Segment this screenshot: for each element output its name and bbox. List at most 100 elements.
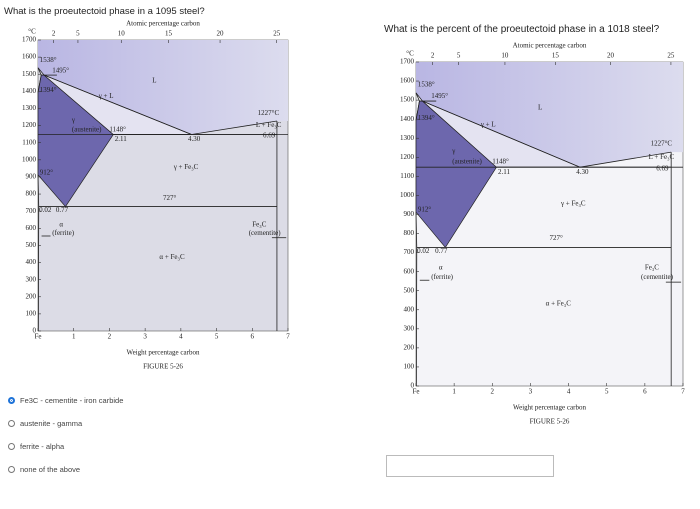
- y-tick-label: 800: [404, 229, 415, 237]
- phase-label: Fe₃C: [645, 263, 659, 271]
- x-tick-label: 3: [529, 388, 533, 396]
- y-tick-label: 1700: [22, 36, 37, 44]
- x-tick-label: 5: [215, 333, 219, 341]
- x-axis-title: Weight percentage carbon: [127, 349, 200, 357]
- radio[interactable]: [8, 443, 15, 450]
- phase-label: 1538°: [40, 56, 57, 64]
- phase-label: 4.30: [576, 168, 589, 176]
- y-tick-label: 600: [26, 224, 37, 232]
- top-tick-label: 20: [607, 52, 615, 60]
- liquidus: [415, 92, 672, 168]
- x-tick-label: 1: [452, 388, 456, 396]
- option-label: ferrite - alpha: [20, 442, 65, 451]
- phase-label: 912°: [418, 205, 432, 213]
- x-axis-title: Weight percentage carbon: [513, 404, 586, 412]
- phase-label: 6.69: [263, 131, 276, 139]
- y-tick-label: 300: [26, 275, 37, 283]
- answer-input[interactable]: [386, 455, 554, 477]
- phase-label: 4.30: [188, 135, 201, 143]
- question: What is the percent of the proeutectoid …: [384, 24, 660, 35]
- liquid-region: [416, 62, 683, 168]
- y-tick-label: 1700: [400, 58, 415, 66]
- y-tick-label: 700: [404, 248, 415, 256]
- y-tick-label: 500: [404, 286, 415, 294]
- y-tick-label: 200: [404, 343, 415, 351]
- y-tick-label: 800: [26, 190, 37, 198]
- phase-label: L + Fe₃C: [649, 153, 675, 161]
- phase-label: (cementite): [641, 273, 674, 281]
- option[interactable]: Fe3C - cementite - iron carbide: [8, 396, 123, 405]
- y-tick-label: 1300: [22, 104, 37, 112]
- phase-label: 2.11: [498, 168, 510, 176]
- top-tick-label: 2: [431, 52, 435, 60]
- top-tick-label: 25: [667, 52, 675, 60]
- liquid-region: [38, 40, 288, 135]
- option-label: austenite - gamma: [20, 419, 83, 428]
- phase-label: (ferrite): [52, 229, 74, 237]
- y-tick-label: 1600: [400, 77, 415, 85]
- option-label: Fe3C - cementite - iron carbide: [20, 396, 124, 405]
- x-tick-label: 2: [491, 388, 495, 396]
- liquidus: [37, 67, 277, 135]
- y-tick-label: 1200: [400, 153, 415, 161]
- option-label: none of the above: [20, 465, 81, 474]
- phase-label: 0.02: [417, 247, 430, 255]
- y-tick-label: 400: [404, 305, 415, 313]
- x-tick-label: 7: [286, 333, 290, 341]
- option[interactable]: none of the above: [8, 465, 80, 474]
- phase-label: γ: [71, 116, 75, 124]
- radio[interactable]: [8, 466, 15, 473]
- phase-label: α + Fe₃C: [159, 253, 185, 261]
- y-tick-label: 100: [26, 309, 37, 317]
- x-tick-label: 6: [251, 333, 255, 341]
- phase-label: 1148°: [492, 158, 509, 166]
- x-tick-label: 6: [643, 388, 647, 396]
- phase-label: α: [59, 220, 63, 228]
- phase-label: 6.69: [656, 164, 669, 172]
- radio[interactable]: [8, 397, 15, 404]
- phase-label: γ + L: [480, 121, 496, 129]
- y-tick-label: 0: [33, 327, 37, 335]
- x-tick-label: 5: [605, 388, 609, 396]
- y-tick-label: 1600: [22, 53, 37, 61]
- option[interactable]: austenite - gamma: [8, 419, 82, 428]
- y-tick-label: 1200: [22, 121, 37, 129]
- phase-label: L + Fe₃C: [256, 121, 282, 129]
- phase-label: 1538°: [418, 80, 435, 88]
- phase-label: γ + L: [98, 92, 114, 100]
- caption: FIGURE 5-26: [530, 418, 570, 426]
- option[interactable]: ferrite - alpha: [8, 442, 64, 451]
- x-tick-label: Fe: [35, 333, 42, 341]
- phase-label: 727°: [163, 194, 177, 202]
- phase-label: 912°: [40, 168, 54, 176]
- top-tick-label: 10: [118, 30, 126, 38]
- phase-label: 0.77: [56, 206, 69, 214]
- x-tick-label: 2: [108, 333, 112, 341]
- phase-label: 1495°: [52, 66, 69, 74]
- phase-label: (austenite): [72, 125, 102, 133]
- y-tick-label: 1100: [400, 172, 414, 180]
- phase-label: 1495°: [431, 92, 448, 100]
- caption: FIGURE 5-26: [143, 363, 183, 371]
- ferrite-boundary: [37, 174, 40, 332]
- x-tick-label: 4: [179, 333, 183, 341]
- y-tick-label: 100: [404, 363, 415, 371]
- y-tick-label: 500: [26, 241, 37, 249]
- y-tick-label: 900: [26, 173, 37, 181]
- y-tick-label: 400: [26, 258, 37, 266]
- x-tick-label: Fe: [413, 388, 420, 396]
- phase-label: 2.11: [115, 135, 127, 143]
- y-tick-label: 600: [404, 267, 415, 275]
- top-tick-label: 5: [457, 52, 461, 60]
- top-tick-label: 15: [552, 52, 560, 60]
- phase-label: 0.77: [435, 247, 448, 255]
- question: What is the proeutectoid phase in a 1095…: [4, 6, 205, 17]
- phase-label: (ferrite): [431, 273, 453, 281]
- y-tick-label: 700: [26, 207, 37, 215]
- top-tick-label: 25: [273, 30, 281, 38]
- phase-label: 1148°: [109, 125, 126, 133]
- phase-label: (austenite): [452, 158, 482, 166]
- radio[interactable]: [8, 420, 15, 427]
- phase-label: 1394°: [40, 86, 57, 94]
